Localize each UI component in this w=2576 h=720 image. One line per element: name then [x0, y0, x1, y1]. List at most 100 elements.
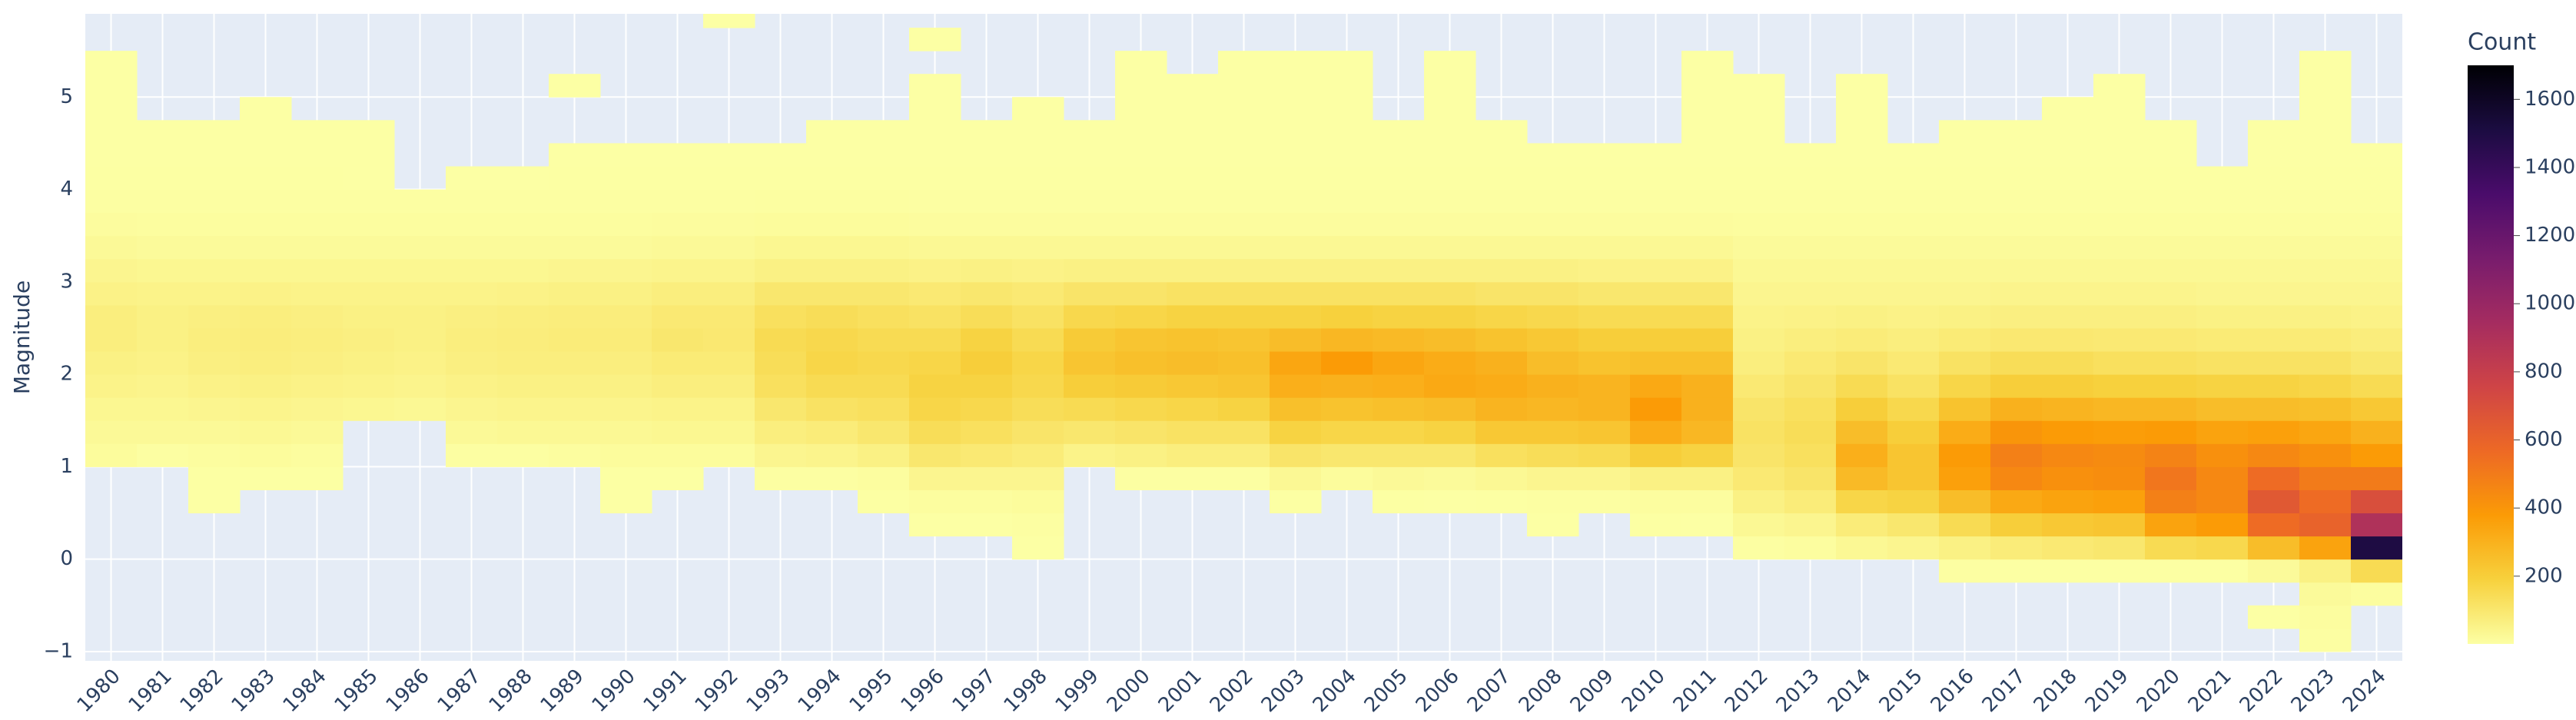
heatmap-cell — [1424, 258, 1476, 283]
heatmap-cell — [1887, 281, 1940, 306]
heatmap-cell — [240, 166, 292, 191]
heatmap-cell — [1784, 235, 1837, 260]
heatmap-cell — [755, 258, 807, 283]
heatmap-cell — [1424, 212, 1476, 237]
heatmap-cell — [652, 374, 704, 398]
heatmap-cell — [2196, 189, 2249, 214]
heatmap-cell — [806, 397, 858, 421]
heatmap-cell — [2351, 559, 2402, 583]
heatmap-cell — [1578, 420, 1631, 444]
heatmap-cell — [497, 374, 549, 398]
heatmap-cell — [909, 74, 961, 98]
heatmap-cell — [1476, 166, 1528, 191]
heatmap-cell — [1424, 420, 1476, 444]
heatmap-cell — [1990, 235, 2043, 260]
heatmap-cell — [600, 374, 652, 398]
heatmap-cell — [806, 304, 858, 329]
heatmap-cell — [1527, 489, 1579, 514]
heatmap-cell — [2351, 143, 2402, 167]
heatmap-cell — [1733, 212, 1785, 237]
heatmap-cell — [1321, 466, 1373, 490]
heatmap-cell — [1373, 143, 1425, 167]
heatmap-cell — [1681, 374, 1734, 398]
heatmap-cell — [188, 304, 241, 329]
heatmap-cell — [85, 51, 138, 75]
heatmap-cell — [497, 166, 549, 191]
heatmap-cell — [343, 235, 395, 260]
heatmap-cell — [394, 397, 446, 421]
heatmap-cell — [188, 489, 241, 514]
heatmap-cell — [909, 513, 961, 537]
heatmap-cell — [1012, 397, 1064, 421]
heatmap-cell — [137, 166, 189, 191]
heatmap-cell — [858, 166, 910, 191]
heatmap-cell — [1218, 466, 1270, 490]
heatmap-cell — [1733, 74, 1785, 98]
heatmap-cell — [291, 258, 344, 283]
heatmap-cell — [1527, 166, 1579, 191]
heatmap-cell — [1218, 97, 1270, 121]
heatmap-cell — [909, 489, 961, 514]
heatmap-cell — [1115, 74, 1167, 98]
heatmap-cell — [1887, 327, 1940, 352]
heatmap-cell — [2299, 281, 2352, 306]
heatmap-cell — [1630, 420, 1682, 444]
heatmap-cell — [1939, 420, 1991, 444]
heatmap-cell — [1887, 420, 1940, 444]
heatmap-cell — [1630, 327, 1682, 352]
heatmap-cell — [806, 235, 858, 260]
heatmap-cell — [806, 374, 858, 398]
heatmap-cell — [2196, 397, 2249, 421]
heatmap-cell — [1990, 559, 2043, 583]
heatmap-cell — [291, 466, 344, 490]
heatmap-cell — [1887, 374, 1940, 398]
heatmap-cell — [2145, 120, 2197, 144]
heatmap-cell — [2299, 166, 2352, 191]
heatmap-cell — [806, 466, 858, 490]
heatmap-cell — [446, 166, 498, 191]
heatmap-cell — [909, 466, 961, 490]
heatmap-cell — [1990, 397, 2043, 421]
heatmap-cell — [2351, 420, 2402, 444]
heatmap-cell — [291, 397, 344, 421]
heatmap-cell — [1990, 120, 2043, 144]
heatmap-cell — [961, 235, 1013, 260]
heatmap-cell — [137, 258, 189, 283]
heatmap-cell — [343, 120, 395, 144]
heatmap-cell — [2351, 235, 2402, 260]
heatmap-cell — [1218, 397, 1270, 421]
heatmap-cell — [1990, 513, 2043, 537]
heatmap-cell — [1167, 304, 1219, 329]
heatmap-cell — [549, 351, 601, 375]
heatmap-cell — [1527, 397, 1579, 421]
heatmap-cell — [961, 513, 1013, 537]
heatmap-cell — [1990, 189, 2043, 214]
x-tick-label: 1993 — [742, 665, 795, 717]
heatmap-cell — [2299, 559, 2352, 583]
heatmap-cell — [1012, 258, 1064, 283]
heatmap-cell — [1270, 420, 1322, 444]
heatmap-cell — [1270, 258, 1322, 283]
heatmap-cell — [497, 351, 549, 375]
heatmap-cell — [1064, 189, 1116, 214]
heatmap-cell — [1939, 397, 1991, 421]
heatmap-cell — [1012, 281, 1064, 306]
heatmap-cell — [2093, 559, 2146, 583]
heatmap-cell — [446, 327, 498, 352]
heatmap-cell — [291, 235, 344, 260]
heatmap-cell — [2042, 443, 2094, 467]
heatmap-cell — [2093, 120, 2146, 144]
heatmap-cell — [1373, 212, 1425, 237]
heatmap-cell — [1887, 443, 1940, 467]
heatmap-cell — [188, 397, 241, 421]
heatmap-cell — [1784, 258, 1837, 283]
heatmap-cell — [1012, 189, 1064, 214]
heatmap-cell — [1373, 489, 1425, 514]
heatmap-cell — [2248, 258, 2300, 283]
heatmap-cell — [2145, 281, 2197, 306]
heatmap-cell — [85, 74, 138, 98]
heatmap-cell — [2196, 327, 2249, 352]
heatmap-cell — [909, 351, 961, 375]
heatmap-cell — [291, 443, 344, 467]
heatmap-cell — [909, 443, 961, 467]
